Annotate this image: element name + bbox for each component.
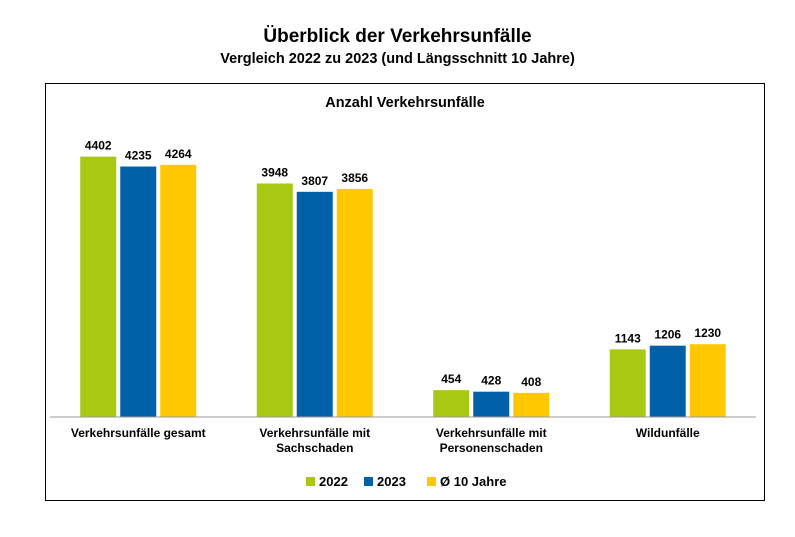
data-label: 454 xyxy=(441,372,461,386)
data-label: 3856 xyxy=(341,171,368,185)
data-label: 428 xyxy=(481,374,501,388)
x-tick-label: Verkehrsunfälle mit xyxy=(259,426,370,440)
chart-frame: Anzahl Verkehrsunfälle 4402 4235 4264 Verkeh… xyxy=(45,83,765,501)
legend-label: 2023 xyxy=(377,474,406,489)
bar--10-jahre-2 xyxy=(513,392,550,417)
bar-2023-1 xyxy=(296,191,333,417)
legend-swatch xyxy=(364,477,373,486)
data-label: 1206 xyxy=(654,328,681,342)
page-title: Überblick der Verkehrsunfälle xyxy=(263,26,532,47)
bar--10-jahre-3 xyxy=(689,344,726,417)
bar-2023-2 xyxy=(473,391,510,417)
page-subtitle: Vergleich 2022 zu 2023 (und Längsschnitt… xyxy=(220,51,575,67)
data-label: 1143 xyxy=(615,331,641,345)
legend-swatch xyxy=(427,477,436,486)
data-label: 4264 xyxy=(165,147,192,161)
data-label: 4235 xyxy=(125,149,152,163)
x-tick-label: Wildunfälle xyxy=(636,426,700,440)
legend-label: Ø 10 Jahre xyxy=(440,474,507,489)
data-label: 408 xyxy=(521,375,541,389)
bar-2022-2 xyxy=(433,390,470,417)
data-label: 4402 xyxy=(85,139,112,153)
x-tick-label: Personenschaden xyxy=(440,441,543,455)
bar--10-jahre-0 xyxy=(160,164,197,417)
x-tick-label: Verkehrsunfälle mit xyxy=(436,426,547,440)
chart-title: Anzahl Verkehrsunfälle xyxy=(325,95,485,111)
data-label: 1230 xyxy=(694,326,721,340)
bar-2023-0 xyxy=(120,166,157,417)
legend-swatch xyxy=(306,477,315,486)
x-tick-label: Sachschaden xyxy=(276,441,353,455)
bar-2023-3 xyxy=(649,345,686,417)
bar-2022-0 xyxy=(80,156,117,417)
data-label: 3948 xyxy=(261,165,288,179)
bar-2022-1 xyxy=(256,183,293,417)
bar-2022-3 xyxy=(609,349,646,417)
data-label: 3807 xyxy=(301,174,328,188)
x-tick-label: Verkehrsunfälle gesamt xyxy=(71,426,206,440)
bar-chart: Anzahl Verkehrsunfälle 4402 4235 4264 Verkeh… xyxy=(50,95,756,489)
legend-label: 2022 xyxy=(319,474,348,489)
bar--10-jahre-1 xyxy=(336,188,373,417)
